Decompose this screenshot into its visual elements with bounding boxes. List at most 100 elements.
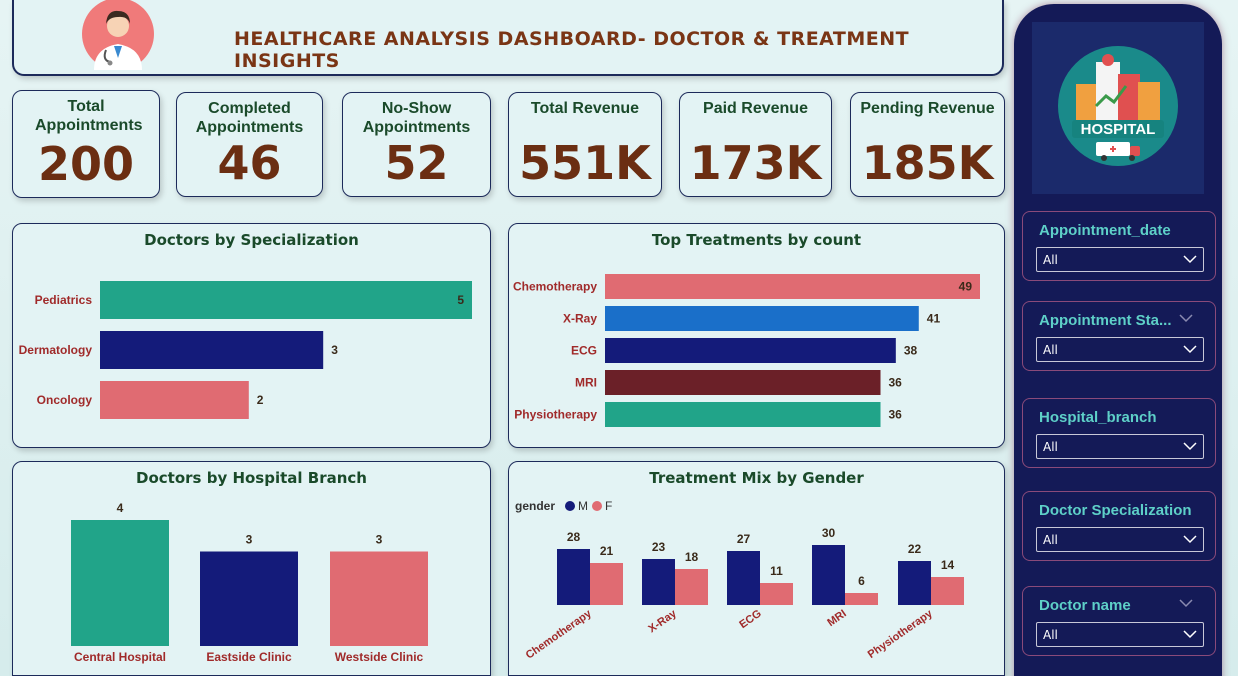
bar [642,559,675,605]
legend-title: gender [515,499,555,513]
doctor-specialization-dropdown[interactable]: All [1036,527,1204,552]
chevron-down-icon [1183,630,1197,639]
bar [675,569,708,605]
data-label: 27 [737,532,751,546]
kpi-label: Pending Revenue [860,100,995,117]
filter-doctor-name[interactable]: Doctor name All [1022,586,1216,656]
bar [760,583,793,605]
hospital-logo-icon: HOSPITAL [1058,46,1178,166]
filter-appointment-date[interactable]: Appointment_date All [1022,211,1216,281]
bar [100,331,324,369]
category-label: Oncology [37,393,93,407]
category-label: MRI [825,608,848,629]
bar [330,551,428,646]
kpi-label: No-Show Appointments [362,100,471,136]
kpi-label: Total Appointments [35,98,143,134]
kpi-value: 551K [519,136,651,190]
bar [100,381,249,419]
data-label: 21 [600,544,614,558]
bar [931,577,964,605]
bar [605,338,896,363]
data-label: 23 [652,540,666,554]
category-label: ECG [571,344,597,358]
kpi-value: 173K [689,136,822,190]
data-label: 3 [331,343,338,357]
data-label: 28 [567,530,581,544]
legend-label: M [578,499,588,513]
data-label: 36 [889,376,903,390]
data-label: 38 [904,344,918,358]
data-label: 30 [822,526,836,540]
filter-label: Doctor name [1039,597,1131,614]
chart-doctors-by-specialization[interactable]: Doctors by Specialization Pediatrics 5 Der… [12,223,491,448]
bar [727,551,760,605]
chart-svg: 4 Central Hospital 3 Eastside Clinic 3 Westsi… [71,501,428,664]
kpi-value: 185K [861,136,994,190]
dashboard-title: HEALTHCARE ANALYSIS DASHBOARD- DOCTOR & … [234,28,910,72]
chart-title: Treatment Mix by Gender [649,469,864,487]
appointment-status-dropdown[interactable]: All [1036,337,1204,362]
category-label: ECG [737,608,763,632]
category-label: Chemotherapy [524,607,595,662]
filter-value: All [1043,628,1058,642]
legend-label: F [605,499,612,513]
kpi-total-revenue: Total Revenue 551K [508,92,662,197]
category-label: Chemotherapy [513,280,597,294]
chart-title: Doctors by Hospital Branch [136,469,367,487]
chart-treatment-mix-gender[interactable]: Treatment Mix by Gender gender M F 28 21 Chem… [508,461,1005,676]
kpi-label: Paid Revenue [703,100,808,117]
chevron-down-icon [1183,535,1197,544]
legend-marker [592,501,602,511]
data-label: 22 [908,542,922,556]
bar [557,549,590,605]
hospital-logo-text: HOSPITAL [1081,121,1156,138]
data-label: 18 [685,550,699,564]
chevron-down-icon[interactable] [1179,312,1193,324]
chart-title: Top Treatments by count [651,231,862,249]
data-label: 41 [927,312,941,326]
filter-label: Doctor Specialization [1039,502,1192,519]
filter-doctor-specialization[interactable]: Doctor Specialization All [1022,491,1216,561]
chevron-down-icon[interactable] [1179,597,1193,609]
filter-hospital-branch[interactable]: Hospital_branch All [1022,398,1216,468]
filter-label: Hospital_branch [1039,409,1157,426]
kpi-value: 46 [217,136,282,190]
category-label: Central Hospital [74,650,166,664]
chevron-down-icon [1183,345,1197,354]
chart-doctors-by-branch[interactable]: Doctors by Hospital Branch 4 Central Hosp… [12,461,491,676]
kpi-label: Completed Appointments [195,100,304,136]
chevron-down-icon [1183,442,1197,451]
doctor-name-dropdown[interactable]: All [1036,622,1204,647]
chart-svg: Pediatrics 5 Dermatology 3 Oncology 2 [19,281,472,419]
title-card: HEALTHCARE ANALYSIS DASHBOARD- DOCTOR & … [12,0,1004,76]
filter-value: All [1043,440,1058,454]
kpi-paid-revenue: Paid Revenue 173K [679,92,832,197]
data-label: 4 [117,501,124,515]
bar [605,274,980,299]
data-label: 11 [770,564,783,578]
data-label: 2 [257,393,264,407]
category-label: X-Ray [563,312,597,326]
chart-top-treatments[interactable]: Top Treatments by count Chemotherapy 49 X-… [508,223,1005,448]
category-label: X-Ray [646,607,679,635]
category-label: Eastside Clinic [206,650,292,664]
filter-appointment-status[interactable]: Appointment Sta... All [1022,301,1216,371]
bar [71,520,169,646]
hospital-logo-panel: HOSPITAL [1032,22,1204,194]
appointment-date-dropdown[interactable]: All [1036,247,1204,272]
hospital-branch-dropdown[interactable]: All [1036,434,1204,459]
category-label: Physiotherapy [514,408,597,422]
doctor-avatar-icon [82,0,154,70]
kpi-value: 52 [384,136,449,190]
filter-sidebar: HOSPITAL Appointment_date All Appointmen… [1014,4,1222,676]
chevron-down-icon [1183,255,1197,264]
bar [590,563,623,605]
data-label: 6 [858,574,865,588]
bar [605,306,919,331]
bar [812,545,845,605]
data-label: 36 [889,408,903,422]
bar [100,281,472,319]
filter-value: All [1043,533,1058,547]
data-label: 49 [959,280,973,294]
category-label: Dermatology [19,343,93,357]
